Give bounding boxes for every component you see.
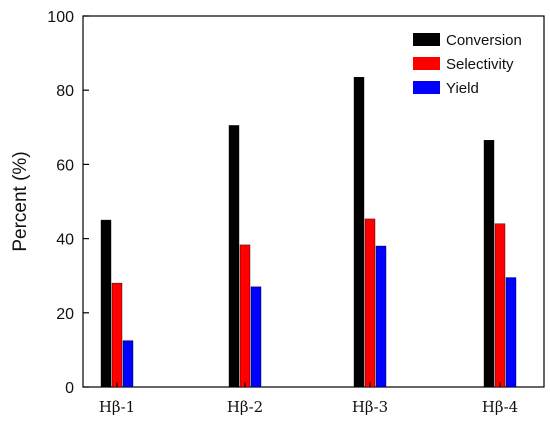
bar-yield xyxy=(250,286,262,388)
bar-conversion xyxy=(228,125,240,388)
legend-label-selectivity: Selectivity xyxy=(446,56,514,73)
legend-swatch-selectivity xyxy=(413,57,440,70)
bar-selectivity xyxy=(494,223,506,388)
y-tick-label: 60 xyxy=(56,157,74,174)
x-tick-label: Hβ-2 xyxy=(227,398,263,416)
y-tick-label: 100 xyxy=(47,9,74,26)
y-tick-label: 40 xyxy=(56,232,74,249)
bar-yield xyxy=(505,277,517,388)
plot-frame xyxy=(82,15,545,388)
legend-swatch-conversion xyxy=(413,33,440,46)
bar-yield xyxy=(122,340,134,388)
bar-selectivity xyxy=(239,244,251,388)
x-tick-label: Hβ-1 xyxy=(99,398,135,416)
y-axis-title: Percent (%) xyxy=(10,151,31,251)
legend: Conversion Selectivity Yield xyxy=(413,32,522,97)
legend-swatch-yield xyxy=(413,81,440,94)
bar-selectivity xyxy=(364,218,376,388)
bars xyxy=(100,77,517,388)
bar-conversion xyxy=(353,77,365,388)
legend-label-conversion: Conversion xyxy=(446,32,522,49)
legend-label-yield: Yield xyxy=(446,80,479,97)
bar-yield xyxy=(375,245,387,388)
y-tick-label: 0 xyxy=(65,380,74,397)
plot-border xyxy=(82,15,545,388)
y-tick-label: 80 xyxy=(56,83,74,100)
y-tick-label: 20 xyxy=(56,306,74,323)
x-tick-label: Hβ-3 xyxy=(352,398,388,416)
bar-conversion xyxy=(483,140,495,388)
y-axis: 0 20 40 60 80 100 xyxy=(47,9,89,397)
bar-selectivity xyxy=(111,282,123,388)
x-axis: Hβ-1 Hβ-2 Hβ-3 Hβ-4 xyxy=(99,382,518,416)
bar-conversion xyxy=(100,219,112,388)
x-tick-label: Hβ-4 xyxy=(482,398,518,416)
